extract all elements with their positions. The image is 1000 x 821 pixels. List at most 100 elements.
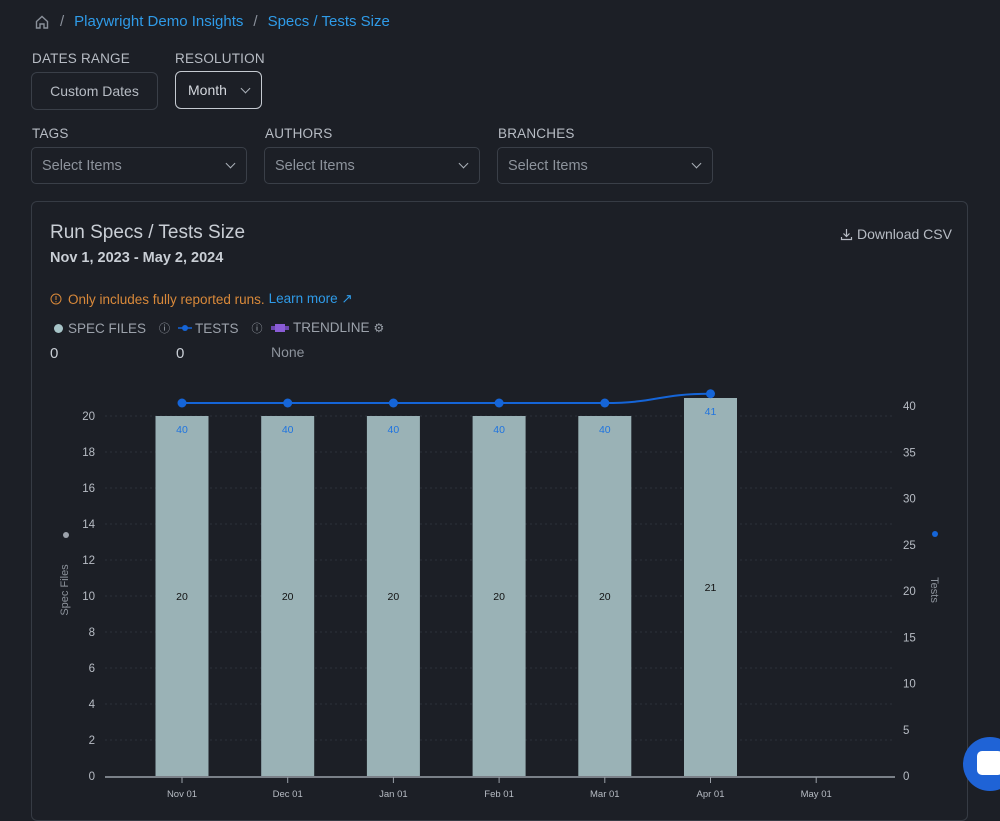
info-icon	[50, 293, 62, 305]
info-icon: ⓘ	[159, 323, 171, 335]
breadcrumb: / Playwright Demo Insights / Specs / Tes…	[34, 13, 390, 30]
tags-placeholder: Select Items	[42, 157, 122, 174]
bar-data-label: 20	[599, 591, 611, 603]
y-right-tick-label: 10	[903, 679, 916, 691]
tags-select[interactable]: Select Items	[31, 147, 247, 184]
chat-launcher-button[interactable]	[963, 737, 1000, 791]
legend-tests[interactable]: TESTS ⓘ	[178, 320, 263, 336]
line-data-label: 40	[176, 424, 188, 436]
tests-line	[182, 392, 711, 404]
y-right-tick-label: 5	[903, 725, 909, 737]
line-data-label: 40	[599, 424, 611, 436]
x-tick-label: Mar 01	[590, 789, 620, 800]
breadcrumb-insights[interactable]: Playwright Demo Insights	[74, 13, 244, 30]
x-tick-label: Dec 01	[273, 789, 303, 800]
branches-select[interactable]: Select Items	[497, 147, 713, 184]
line-data-label: 40	[282, 424, 294, 436]
spec-files-value: 0	[50, 345, 59, 362]
trendline-swatch-icon	[271, 323, 289, 332]
line-data-label: 41	[705, 406, 717, 418]
y-left-tick-label: 6	[89, 663, 95, 675]
download-icon	[840, 228, 853, 240]
tests-swatch-icon	[178, 325, 192, 331]
legend-trendline[interactable]: TRENDLINE ⚙	[271, 320, 384, 335]
resolution-label: RESOLUTION	[175, 51, 265, 66]
y-left-axis-title: Spec Files	[59, 564, 71, 616]
bar	[261, 416, 315, 776]
line-data-label: 40	[388, 424, 400, 436]
y-right-tick-label: 40	[903, 401, 916, 413]
x-tick-label: Feb 01	[484, 789, 514, 800]
y-left-tick-label: 12	[82, 555, 95, 567]
breadcrumb-separator: /	[253, 13, 258, 30]
bar-data-label: 21	[705, 582, 717, 594]
bar	[578, 416, 632, 776]
legend-spec-files[interactable]: SPEC FILES ⓘ	[54, 320, 170, 336]
y-right-tick-label: 25	[903, 540, 916, 552]
tests-point	[283, 398, 293, 408]
legend-trendline-label: TRENDLINE	[293, 320, 370, 335]
tests-point	[600, 398, 610, 408]
y-left-tick-label: 20	[82, 411, 95, 423]
bar	[472, 416, 526, 776]
x-tick-label: May 01	[801, 789, 832, 800]
resolution-select[interactable]: Month	[175, 71, 262, 109]
y-right-tick-label: 35	[903, 447, 916, 459]
y-left-tick-label: 0	[89, 771, 95, 783]
download-csv-label: Download CSV	[857, 226, 952, 242]
bar-data-label: 20	[388, 591, 400, 603]
authors-label: AUTHORS	[265, 126, 333, 141]
y-left-tick-label: 10	[82, 591, 95, 603]
legend-tests-label: TESTS	[195, 320, 239, 336]
y-left-tick-label: 2	[89, 735, 95, 747]
bar	[366, 416, 420, 776]
y-right-tick-label: 20	[903, 586, 916, 598]
tags-label: TAGS	[32, 126, 69, 141]
breadcrumb-separator: /	[60, 13, 65, 30]
home-icon[interactable]	[34, 14, 50, 30]
tests-point	[388, 398, 398, 408]
bar	[684, 398, 737, 776]
authors-select[interactable]: Select Items	[264, 147, 480, 184]
tests-axis-marker	[932, 531, 938, 537]
legend-spec-files-label: SPEC FILES	[68, 320, 147, 336]
spec-files-axis-marker	[63, 532, 69, 538]
tests-point	[494, 398, 504, 408]
y-left-tick-label: 4	[89, 699, 96, 711]
breadcrumb-current[interactable]: Specs / Tests Size	[267, 13, 390, 30]
external-link-icon: ↗	[341, 291, 353, 306]
trendline-value: None	[271, 344, 305, 360]
spec-files-swatch-icon	[54, 323, 63, 333]
x-tick-label: Apr 01	[697, 789, 725, 800]
resolution-value: Month	[188, 82, 227, 98]
notice-text: Only includes fully reported runs.	[68, 291, 265, 307]
dates-range-label: DATES RANGE	[32, 51, 130, 66]
notice: Only includes fully reported runs. Learn…	[50, 291, 353, 307]
bar-data-label: 20	[282, 591, 294, 603]
y-left-tick-label: 14	[82, 519, 95, 531]
download-csv-button[interactable]: Download CSV	[840, 226, 952, 242]
bar-data-label: 20	[176, 591, 188, 603]
gear-icon[interactable]: ⚙	[373, 320, 385, 335]
y-left-tick-label: 18	[82, 447, 95, 459]
y-left-tick-label: 16	[82, 483, 95, 495]
card-date-range: Nov 1, 2023 - May 2, 2024	[50, 250, 224, 266]
y-right-tick-label: 30	[903, 494, 916, 506]
y-right-tick-label: 15	[903, 632, 916, 644]
x-tick-label: Nov 01	[167, 789, 197, 800]
chat-icon	[977, 751, 1000, 775]
info-icon: ⓘ	[251, 323, 263, 335]
custom-dates-button[interactable]: Custom Dates	[31, 72, 158, 110]
learn-more-link[interactable]: Learn more ↗	[269, 291, 353, 307]
bar	[155, 416, 209, 776]
x-tick-label: Jan 01	[379, 789, 408, 800]
card-title: Run Specs / Tests Size	[50, 222, 246, 243]
tests-point	[177, 398, 187, 408]
learn-more-label: Learn more	[268, 291, 338, 306]
y-right-tick-label: 0	[903, 771, 909, 783]
authors-placeholder: Select Items	[275, 157, 355, 174]
tests-point	[706, 389, 715, 399]
branches-label: BRANCHES	[498, 126, 575, 141]
line-data-label: 40	[493, 424, 505, 436]
y-left-tick-label: 8	[89, 627, 95, 639]
